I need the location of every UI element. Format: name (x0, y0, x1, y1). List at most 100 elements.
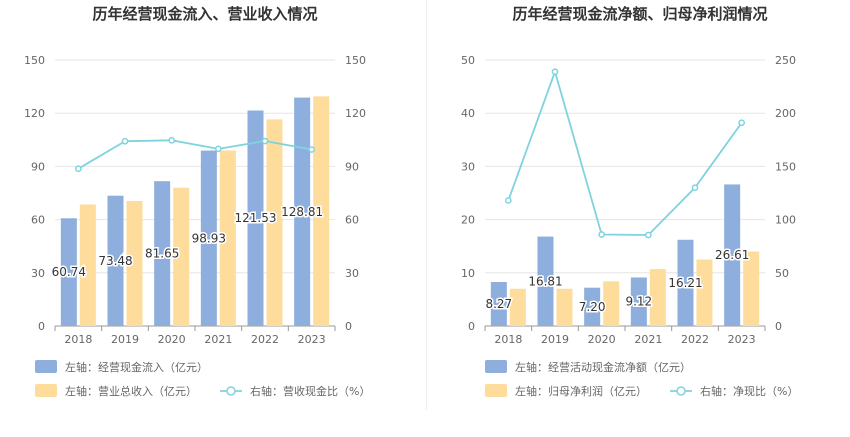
legend-label: 左轴：营业总收入（亿元） (65, 384, 197, 398)
left-axis-tick-label: 40 (461, 107, 475, 120)
bar-2 (126, 200, 143, 326)
line-point (214, 145, 222, 153)
line-point (121, 137, 129, 145)
line-point (308, 146, 316, 153)
x-axis-tick-label: 2021 (204, 333, 232, 346)
legend-label: 右轴：营收现金比（%） (250, 384, 370, 398)
bar-1 (154, 181, 171, 326)
legend-item: 左轴：经营现金流入（亿元） (35, 360, 208, 374)
bar-2 (79, 204, 96, 326)
legend-label: 左轴：经营现金流入（亿元） (65, 360, 208, 374)
legend-marker (226, 386, 236, 396)
bar-data-label: 9.12 (625, 295, 652, 309)
x-axis-tick-label: 2023 (298, 333, 326, 346)
x-axis-tick-label: 2020 (158, 333, 186, 346)
bar-data-label: 26.61 (715, 248, 749, 262)
line-point (598, 231, 606, 238)
bar-2 (173, 187, 190, 326)
line-point (261, 137, 269, 145)
bar-2 (649, 269, 666, 326)
bar-1 (677, 239, 694, 326)
chart-title: 历年经营现金流入、营业收入情况 (92, 5, 317, 23)
bar-data-label: 121.53 (235, 211, 277, 225)
x-axis-tick-label: 2018 (64, 333, 92, 346)
legend-item: 右轴：营收现金比（%） (220, 384, 370, 398)
x-axis-tick-label: 2019 (111, 333, 139, 346)
bar-1 (584, 287, 601, 326)
bar-data-label: 60.74 (52, 265, 86, 279)
right-axis-tick-label: 120 (345, 107, 366, 120)
legend-swatch (35, 384, 57, 397)
right-axis-tick-label: 0 (775, 320, 782, 333)
line-point (168, 136, 176, 144)
right-axis-tick-label: 60 (345, 214, 359, 227)
line-point (74, 165, 82, 173)
bar-1 (107, 195, 124, 326)
left-axis-tick-label: 0 (38, 320, 45, 333)
right-axis-tick-label: 90 (345, 160, 359, 173)
legend-item: 右轴：净现比（%） (670, 384, 798, 398)
bar-2 (743, 251, 760, 326)
legend-item: 左轴：经营活动现金流净额（亿元） (485, 360, 691, 374)
left-axis-tick-label: 30 (31, 267, 45, 280)
legend: 左轴：经营现金流入（亿元） 左轴：营业总收入（亿元） 右轴：营收现金比（%） (35, 360, 370, 398)
legend-item: 左轴：营业总收入（亿元） (35, 384, 197, 398)
bar-1 (490, 282, 507, 326)
legend: 左轴：经营活动现金流净额（亿元） 左轴：归母净利润（亿元） 右轴：净现比（%） (485, 360, 798, 398)
bar-1 (724, 184, 741, 326)
legend-swatch (35, 360, 57, 373)
bar-2 (219, 150, 236, 326)
bar-1 (247, 110, 264, 326)
left-axis-tick-label: 60 (31, 214, 45, 227)
legend-item: 左轴：归母净利润（亿元） (485, 384, 647, 398)
bar-data-label: 8.27 (485, 297, 512, 311)
left-axis-tick-label: 20 (461, 214, 475, 227)
bar-data-label: 16.21 (668, 276, 702, 290)
line-point (551, 68, 559, 76)
right-axis-tick-label: 50 (775, 267, 789, 280)
left-axis-tick-label: 10 (461, 267, 475, 280)
bar-2 (556, 288, 573, 326)
chart-title: 历年经营现金流净额、归母净利润情况 (512, 5, 767, 23)
line-point (504, 197, 512, 204)
chart-2: 历年经营现金流净额、归母净利润情况 0 10 20 30 40 50 0 50 100 150 200… (461, 5, 798, 398)
right-axis-tick-label: 30 (345, 267, 359, 280)
x-axis-tick-label: 2021 (634, 333, 662, 346)
bar-data-label: 98.93 (192, 231, 226, 245)
legend-label: 右轴：净现比（%） (700, 384, 798, 398)
right-axis-tick-label: 150 (345, 54, 366, 67)
bar-2 (696, 259, 713, 326)
series-line (77, 139, 312, 170)
right-axis-tick-label: 100 (775, 214, 796, 227)
right-axis-tick-label: 150 (775, 160, 796, 173)
x-axis-tick-label: 2018 (494, 333, 522, 346)
legend-swatch (485, 360, 507, 373)
x-axis-tick-label: 2020 (588, 333, 616, 346)
x-axis-tick-label: 2022 (681, 333, 709, 346)
chart-1: 历年经营现金流入、营业收入情况 0 30 60 90 120 150 0 30 60 90 120 15… (24, 5, 370, 398)
bar-data-label: 73.48 (98, 254, 132, 268)
bar-2 (603, 281, 620, 326)
left-axis-tick-label: 90 (31, 160, 45, 173)
bar-1 (200, 150, 217, 326)
bar-1 (60, 218, 77, 326)
left-axis-tick-label: 30 (461, 160, 475, 173)
legend-label: 左轴：经营活动现金流净额（亿元） (515, 360, 691, 374)
right-axis-tick-label: 0 (345, 320, 352, 333)
legend-label: 左轴：归母净利润（亿元） (515, 384, 647, 398)
legend-marker (676, 386, 686, 396)
bar-1 (630, 277, 647, 326)
bar-1 (537, 236, 554, 326)
line-point (738, 119, 746, 127)
line-point (691, 184, 699, 192)
bar-data-label: 81.65 (145, 247, 179, 261)
panel-divider (426, 0, 427, 410)
right-axis-tick-label: 250 (775, 54, 796, 67)
bar-2 (509, 288, 526, 326)
series-line (507, 68, 743, 236)
x-axis-tick-label: 2023 (728, 333, 756, 346)
x-axis-tick-label: 2019 (541, 333, 569, 346)
left-axis-tick-label: 150 (24, 54, 45, 67)
bar-1 (294, 97, 311, 326)
